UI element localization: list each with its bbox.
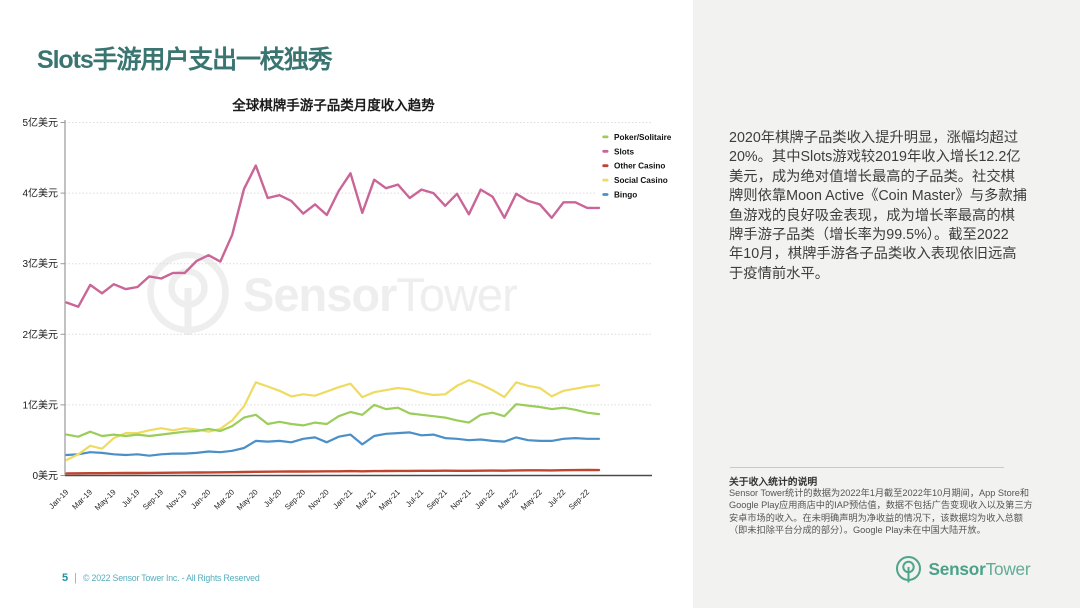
svg-text:Jul-19: Jul-19: [120, 488, 141, 509]
svg-text:Mar-22: Mar-22: [496, 488, 520, 512]
svg-text:Mar-20: Mar-20: [212, 487, 236, 511]
svg-text:Mar-19: Mar-19: [70, 488, 94, 512]
svg-text:Poker/Solitaire: Poker/Solitaire: [614, 133, 672, 142]
svg-text:May-19: May-19: [93, 488, 118, 513]
svg-text:Slots: Slots: [614, 147, 634, 156]
svg-text:Sep-19: Sep-19: [141, 488, 165, 512]
svg-text:May-21: May-21: [377, 488, 402, 513]
svg-text:Jan-22: Jan-22: [473, 488, 496, 511]
svg-text:Mar-21: Mar-21: [354, 488, 378, 512]
svg-text:May-20: May-20: [235, 487, 260, 512]
svg-text:May-22: May-22: [519, 488, 544, 513]
svg-text:Jul-21: Jul-21: [404, 488, 425, 509]
svg-text:Jan-20: Jan-20: [189, 487, 213, 511]
svg-text:Jul-20: Jul-20: [262, 487, 284, 509]
svg-text:5亿美元: 5亿美元: [22, 116, 58, 129]
svg-text:Sep-20: Sep-20: [283, 487, 308, 512]
svg-text:0美元: 0美元: [32, 469, 58, 482]
svg-text:Bingo: Bingo: [614, 191, 637, 200]
svg-text:Social Casino: Social Casino: [614, 176, 668, 185]
svg-text:1亿美元: 1亿美元: [22, 398, 58, 411]
svg-text:SensorTower: SensorTower: [243, 268, 517, 321]
svg-text:Nov-19: Nov-19: [165, 488, 189, 512]
svg-text:Jan-21: Jan-21: [331, 488, 354, 511]
svg-text:Other Casino: Other Casino: [614, 162, 665, 171]
svg-text:Nov-21: Nov-21: [449, 488, 473, 512]
svg-text:4亿美元: 4亿美元: [22, 187, 58, 200]
svg-text:Sep-22: Sep-22: [567, 488, 591, 512]
svg-text:Nov-20: Nov-20: [307, 487, 332, 512]
svg-text:Sep-21: Sep-21: [425, 488, 449, 512]
svg-text:SensorTower: SensorTower: [929, 559, 1031, 579]
svg-text:Jan-19: Jan-19: [47, 488, 70, 511]
svg-text:2亿美元: 2亿美元: [22, 328, 58, 341]
svg-text:Jul-22: Jul-22: [546, 488, 567, 509]
svg-text:3亿美元: 3亿美元: [22, 257, 58, 270]
